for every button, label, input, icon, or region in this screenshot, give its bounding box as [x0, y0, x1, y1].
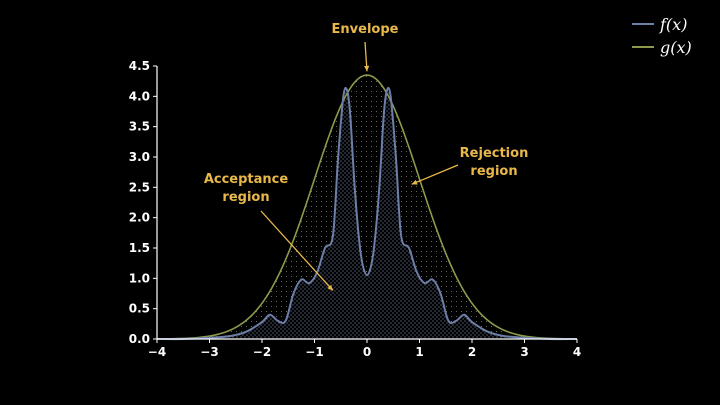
annotation-envelope-label: Envelope	[332, 22, 399, 37]
y-tick-label: 4.5	[129, 59, 150, 73]
x-tick-label: −3	[200, 345, 218, 359]
y-tick-label: 3.0	[129, 150, 150, 164]
y-tick-label: 4.0	[129, 89, 150, 103]
annotation-rejection-arrow-head	[411, 179, 418, 185]
legend-label-g: g(x)	[660, 38, 692, 57]
y-tick-label: 1.0	[129, 271, 150, 285]
y-tick-label: 0.0	[129, 332, 150, 346]
annotation-rejection-arrow-shaft	[411, 164, 459, 185]
y-tick-label: 2.0	[129, 211, 150, 225]
annotation-rejection-label: Rejection region	[460, 146, 529, 179]
y-tick-label: 0.5	[129, 302, 150, 316]
annotation-rejection-arrow	[411, 164, 459, 185]
x-tick-label: −2	[253, 345, 271, 359]
f-curve	[156, 86, 578, 341]
x-tick-label: −4	[148, 345, 166, 359]
annotation-acceptance-arrow-head	[327, 284, 333, 291]
x-tick-label: 0	[363, 345, 371, 359]
y-tick-label: 3.5	[129, 120, 150, 134]
legend: f(x) g(x)	[632, 15, 692, 57]
annotation-envelope-arrow-head	[364, 65, 370, 72]
annotation-acceptance-label: Acceptance region	[204, 172, 289, 205]
x-tick-label: 4	[573, 345, 581, 359]
legend-label-f: f(x)	[659, 15, 687, 34]
annotation-acceptance-arrow	[260, 210, 334, 291]
rejection-region-fill	[157, 75, 577, 339]
y-tick-label: 1.5	[129, 241, 150, 255]
annotation-acceptance-arrow-shaft	[260, 210, 334, 291]
annotation-envelope-arrow	[364, 41, 370, 72]
x-tick-label: 2	[468, 345, 476, 359]
g-curve	[156, 74, 578, 340]
y-tick-label: 2.5	[129, 180, 150, 194]
x-tick-label: −1	[305, 345, 323, 359]
acceptance-region-fill	[157, 87, 577, 340]
x-tick-label: 1	[415, 345, 423, 359]
x-tick-label: 3	[520, 345, 528, 359]
